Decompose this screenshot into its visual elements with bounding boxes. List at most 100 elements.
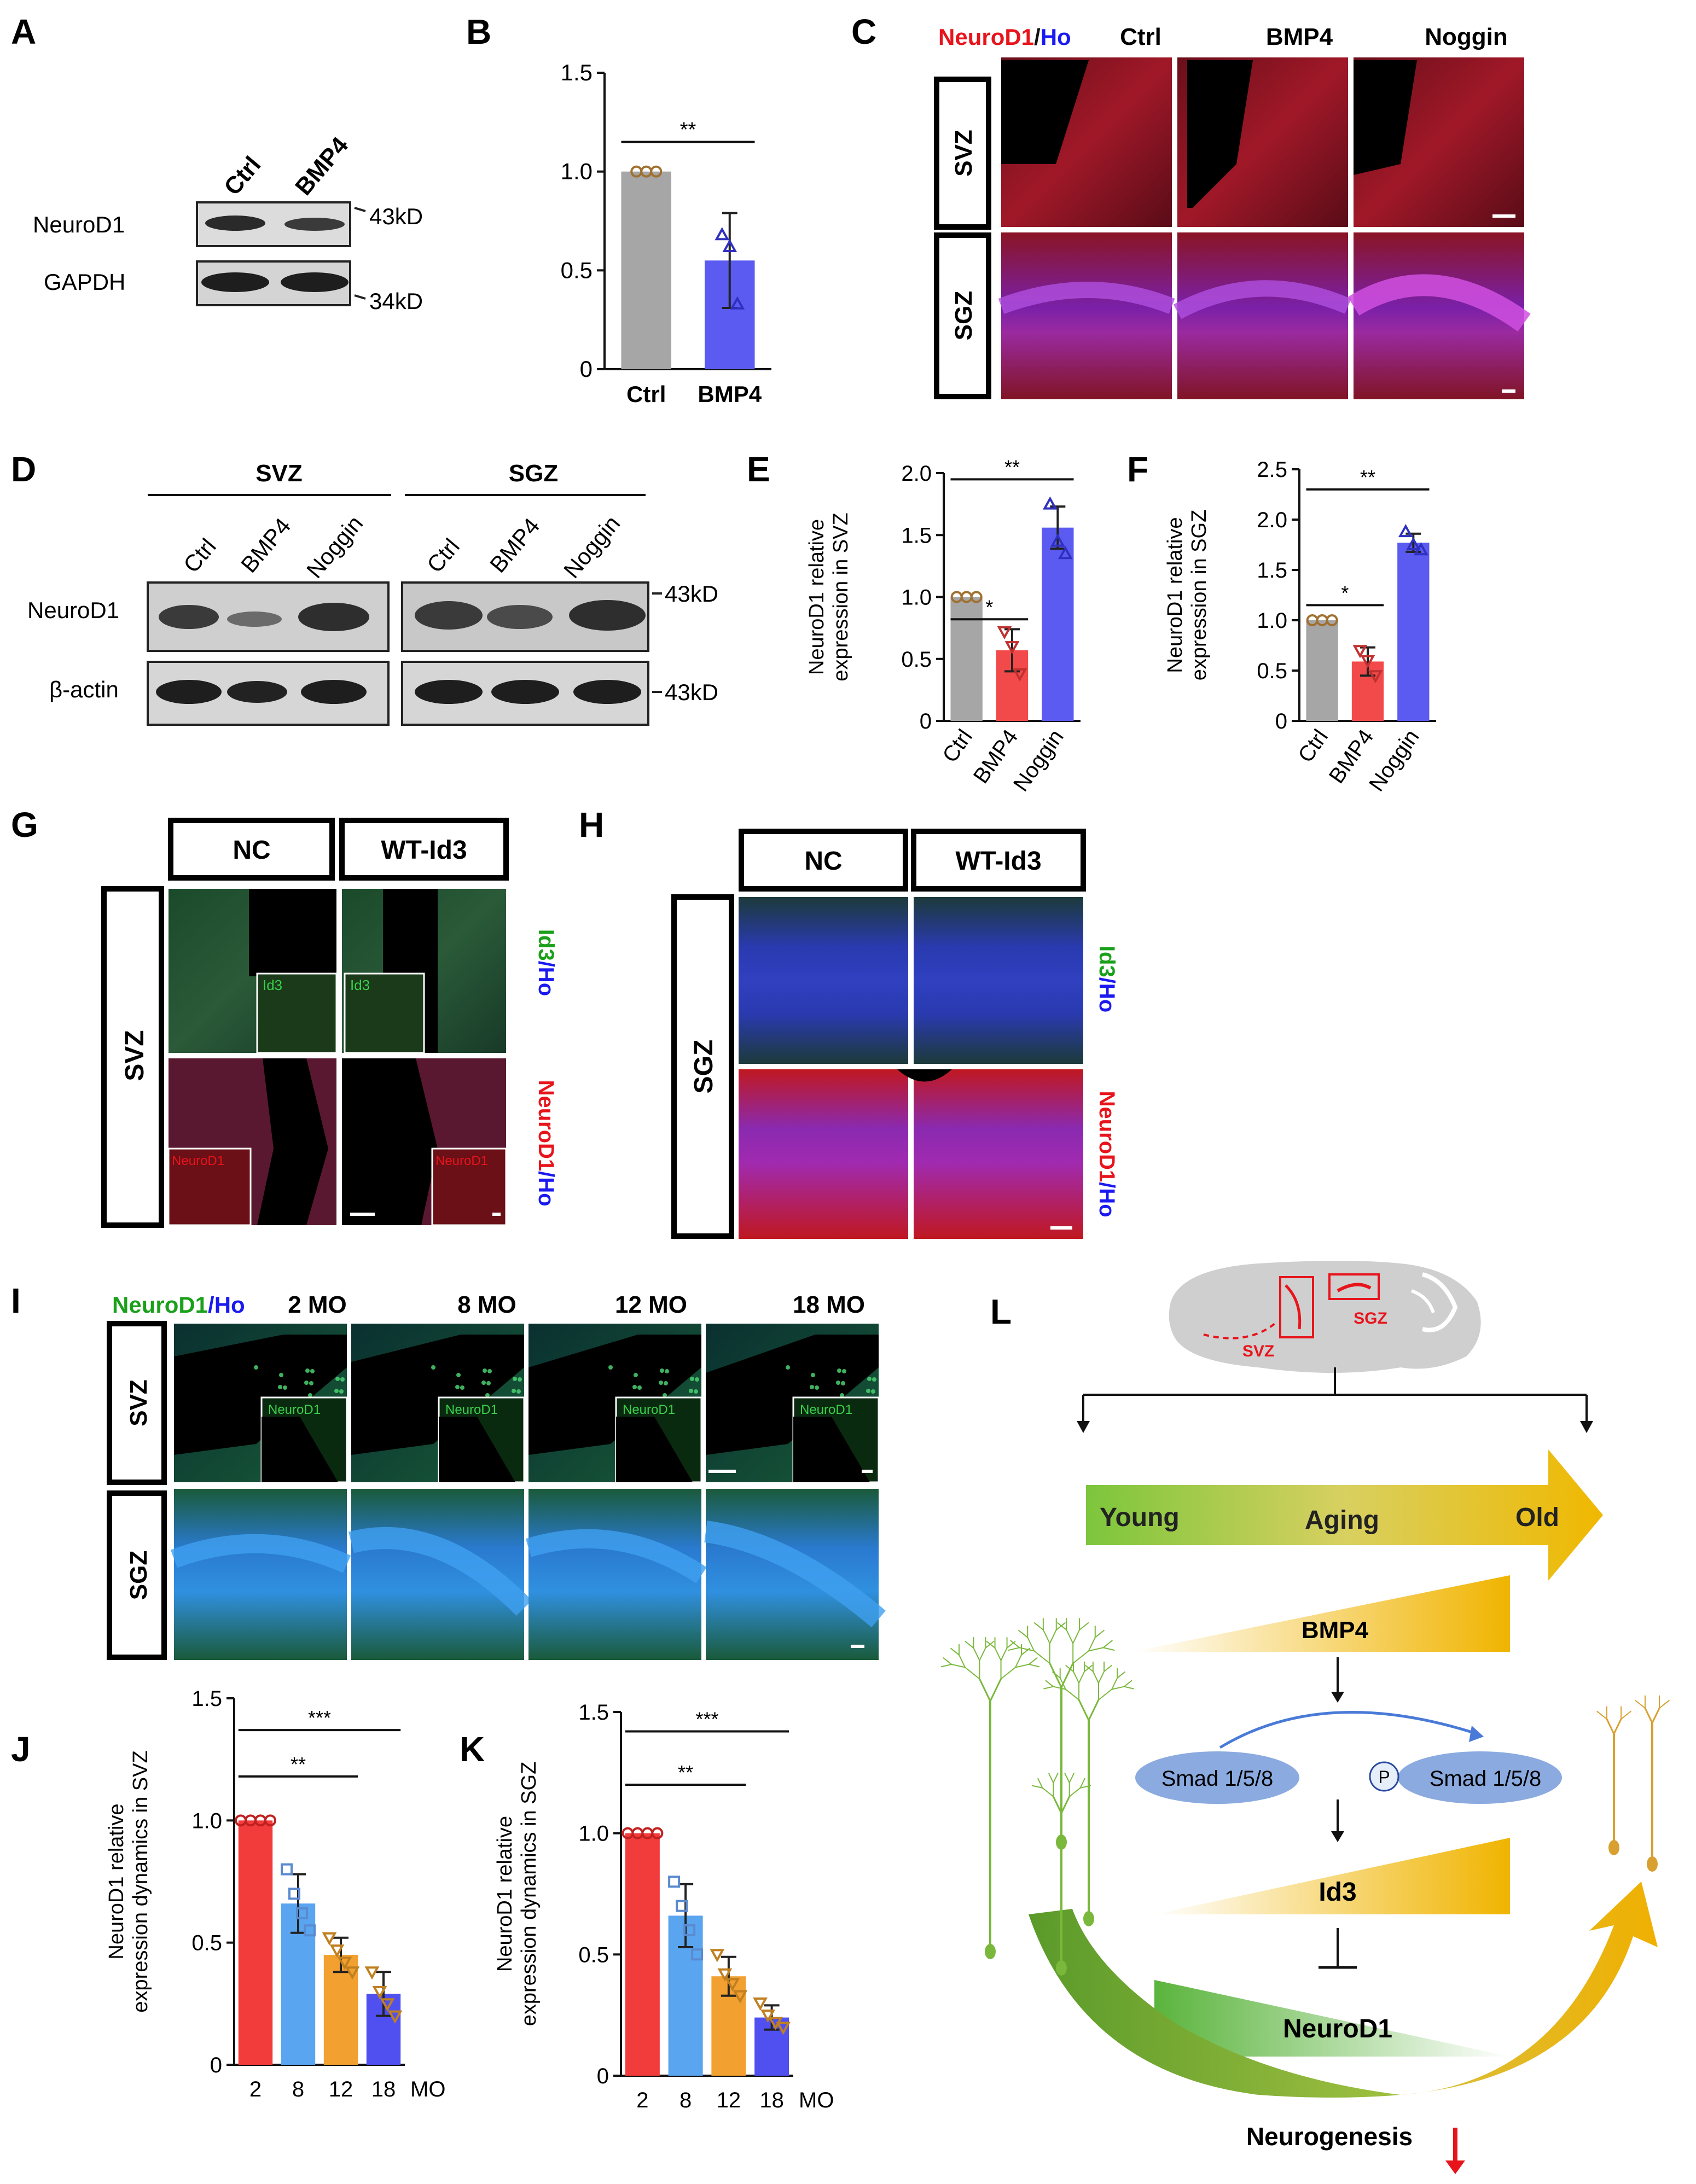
dendrite [1092, 1671, 1099, 1684]
cell-dot [513, 1377, 517, 1381]
significance-label: ** [680, 118, 696, 141]
y-tick-label: 1.0 [901, 586, 932, 610]
column-label-box [911, 829, 1086, 892]
lane-label: Ctrl [422, 534, 464, 578]
cell-dot [254, 1365, 258, 1370]
panel-l-schematic: SVZ SGZ Young Aging Old BMP4 Smad 1/5/8 … [940, 1261, 1670, 2174]
soma [1083, 1911, 1094, 1926]
cell-dot [334, 1389, 339, 1393]
cell-dot [632, 1385, 637, 1389]
data-point [760, 2010, 776, 2023]
dendrite [989, 1678, 1002, 1702]
panel-letter-e: E [747, 450, 770, 489]
data-point [364, 1966, 380, 1980]
dendrite [1052, 1671, 1061, 1679]
cell-dot [871, 1389, 875, 1394]
column-label: NC [233, 836, 270, 865]
data-point [1405, 537, 1421, 550]
dendrite [985, 1641, 995, 1649]
cell-dot [815, 1385, 819, 1390]
dendrite [1072, 1629, 1081, 1644]
dendrite [1659, 1700, 1670, 1709]
dendrite [1079, 1778, 1085, 1789]
data-point [1058, 546, 1073, 560]
cell-dot [481, 1381, 486, 1385]
soma [1647, 1856, 1658, 1872]
panel-letter-d: D [11, 450, 36, 489]
panel-g-micrographs: NC WT-Id3 SVZ Id3 Id3 NeuroD1 NeuroD1 Id… [101, 818, 558, 1228]
data-point [717, 1968, 733, 1982]
data-point [997, 626, 1012, 640]
x-tick-label: 8 [679, 2088, 692, 2112]
neurod1-label: NeuroD1 [1283, 2014, 1392, 2043]
dendrite [1596, 1711, 1607, 1720]
cell-dot [487, 1369, 492, 1373]
cell-dot [810, 1385, 814, 1389]
kd-marker: 43kD [665, 679, 718, 705]
blot-band [284, 218, 345, 231]
dendrite [1068, 1773, 1074, 1784]
dendrite [1065, 1665, 1074, 1673]
cell-dot [486, 1381, 491, 1385]
data-point [345, 1966, 360, 1980]
blot-band [205, 216, 265, 231]
lane-label: Noggin [559, 511, 625, 583]
column-label-box [168, 818, 335, 881]
row-label: SVZ [120, 1030, 149, 1081]
dendrite [1621, 1711, 1631, 1720]
panel-letter-h: H [579, 805, 604, 845]
unit-label: MO [410, 2077, 445, 2101]
cell-dot [841, 1381, 845, 1385]
panel-letter-a: A [11, 12, 36, 51]
kd-marker: 43kD [665, 581, 718, 607]
aging-arrow [1086, 1449, 1603, 1581]
dendrite [978, 1678, 991, 1702]
data-point [722, 238, 737, 252]
column-label-box [339, 818, 509, 881]
soma [985, 1944, 996, 1959]
data-point [710, 1949, 725, 1962]
aging-label: Aging [1305, 1506, 1379, 1535]
data-point [1042, 496, 1058, 510]
significance-label: * [985, 596, 993, 618]
cell-dot [340, 1377, 345, 1382]
dendrite [1059, 1677, 1066, 1690]
dendrite [1079, 1622, 1089, 1630]
band-label: NeuroD1 [33, 212, 125, 237]
significance-label: ** [1004, 456, 1020, 478]
cell-dot [516, 1389, 521, 1394]
panel-a-blot: Ctrl BMP4 NeuroD1 GAPDH 43kD 34kD [33, 132, 423, 314]
dendrite [950, 1647, 960, 1656]
column-label: 2 MO [288, 1291, 347, 1318]
data-point [1413, 542, 1428, 556]
bar [1306, 620, 1338, 721]
dendrite [943, 1657, 952, 1665]
x-tick-label: 18 [759, 2088, 784, 2112]
significance-label: *** [308, 1707, 331, 1729]
y-tick-label: 2.5 [1257, 458, 1287, 482]
chart-b: 0 0.5 1.0 1.5 Ctrl BMP4 ** [561, 60, 771, 407]
row-label-box [934, 232, 991, 399]
ventricle [528, 1335, 701, 1455]
x-tick-label: 12 [717, 2088, 741, 2112]
dendrite [1606, 1718, 1615, 1735]
dendrite [1097, 1671, 1105, 1684]
dendrite [1635, 1700, 1646, 1709]
band-label: NeuroD1 [27, 597, 119, 623]
phospho-badge [1369, 1761, 1399, 1792]
kd-marker: 43kD [369, 203, 423, 229]
x-tick-label: 2 [636, 2088, 648, 2112]
group-label: SVZ [255, 460, 303, 487]
cell-dot [455, 1385, 460, 1389]
y-tick-label: 0.5 [578, 1943, 609, 1967]
dendrite [951, 1663, 966, 1668]
dendrite [1088, 1636, 1096, 1652]
y-tick-label: 0 [210, 2053, 222, 2077]
dendrite [1027, 1636, 1035, 1652]
sgz-box [1328, 1273, 1380, 1300]
dendrite [1031, 1785, 1043, 1789]
blot-band [281, 272, 349, 292]
dendrite [965, 1641, 974, 1649]
data-point [337, 1956, 352, 1970]
